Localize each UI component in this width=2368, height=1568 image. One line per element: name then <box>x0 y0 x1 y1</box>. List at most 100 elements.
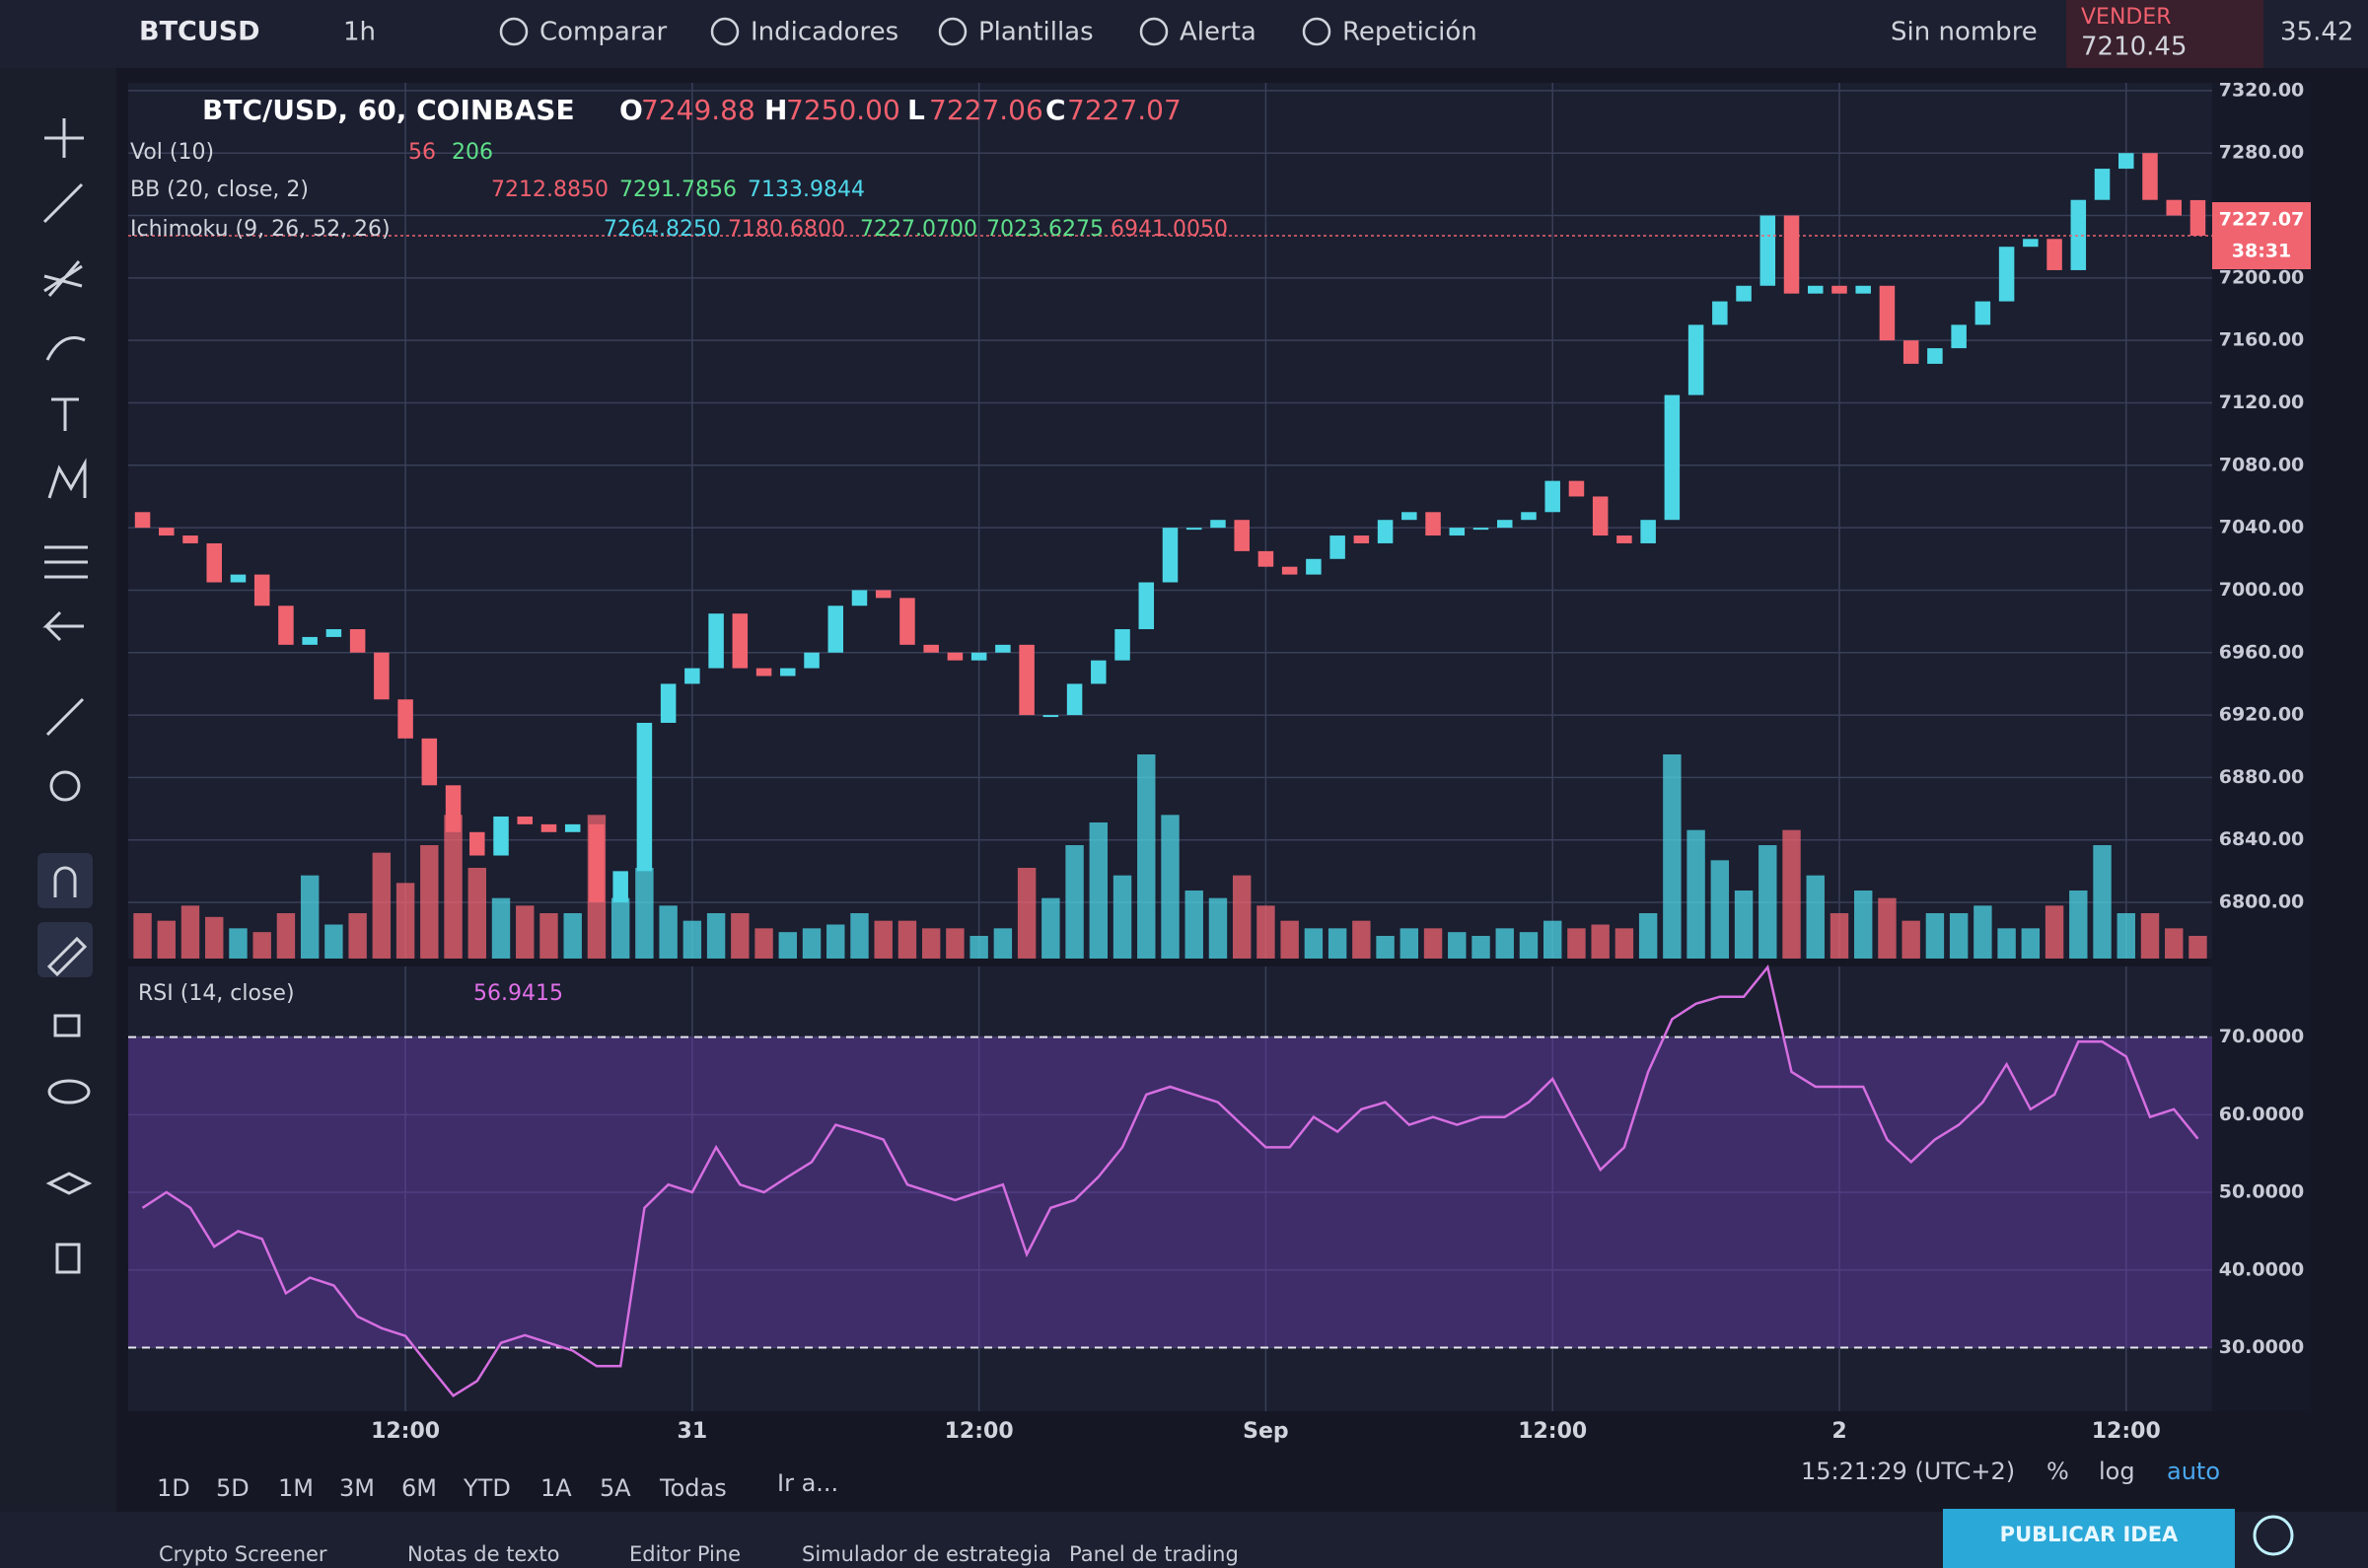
volume-bar <box>348 913 367 959</box>
ohlc-key: L <box>907 94 925 126</box>
panel-tab[interactable]: Simulador de estrategia <box>802 1542 1051 1566</box>
volume-bar <box>372 852 392 959</box>
trash-icon[interactable] <box>55 1243 81 1274</box>
y-tick-label: 7120.00 <box>2219 392 2305 413</box>
toolbar-button[interactable]: Repetición <box>1342 18 1477 47</box>
goto-button[interactable]: Ir a... <box>777 1469 838 1497</box>
range-button[interactable]: 6M <box>401 1474 437 1502</box>
x-tick-label: 31 <box>678 1419 708 1444</box>
layout-name[interactable]: Sin nombre <box>1891 18 2038 47</box>
toolbar-icon <box>1302 17 1331 46</box>
sell-label[interactable]: VENDER <box>2081 5 2172 30</box>
rsi-name[interactable]: RSI (14, close) <box>138 981 295 1006</box>
range-button[interactable]: 5D <box>216 1474 250 1502</box>
symbol[interactable]: BTCUSD <box>139 17 260 47</box>
volume-bar <box>1902 920 1920 959</box>
panel-tab[interactable]: Editor Pine <box>629 1542 741 1566</box>
toolbar-button[interactable]: Indicadores <box>751 18 898 47</box>
volume-bar <box>516 905 535 959</box>
lock-icon[interactable] <box>53 1014 81 1037</box>
range-button[interactable]: 5A <box>600 1474 631 1502</box>
range-button[interactable]: 1A <box>540 1474 572 1502</box>
volume-bar <box>1997 928 2016 959</box>
toolbar-button[interactable]: Alerta <box>1180 18 1256 47</box>
volume-bar <box>1184 891 1203 959</box>
candle-body <box>564 823 581 832</box>
volume-bar <box>2117 913 2135 959</box>
scale-option[interactable]: % <box>2046 1458 2069 1485</box>
volume-bar <box>1495 928 1514 959</box>
range-button[interactable]: 1M <box>278 1474 314 1502</box>
candle-body <box>1257 550 1274 567</box>
candle-body <box>397 699 413 739</box>
sell-price[interactable]: 7210.45 <box>2081 33 2188 62</box>
candle-body <box>1496 520 1513 529</box>
indicator-name[interactable]: Vol (10) <box>130 140 214 165</box>
candle-body <box>1998 247 2015 302</box>
legend-symbol[interactable]: BTC/USD, 60, COINBASE <box>202 94 575 126</box>
panel-tab[interactable]: Notas de texto <box>407 1542 560 1566</box>
candle-body <box>1736 285 1752 302</box>
text-icon[interactable] <box>51 397 79 431</box>
candle-body <box>612 871 628 903</box>
rsi-band <box>128 1036 2212 1348</box>
toolbar-button[interactable]: Plantillas <box>978 18 1094 47</box>
indicator-name[interactable]: Ichimoku (9, 26, 52, 26) <box>130 217 391 242</box>
candle-body <box>1783 215 1800 294</box>
range-button[interactable]: 3M <box>339 1474 375 1502</box>
candle-body <box>1234 520 1250 551</box>
volume-bar <box>850 913 869 959</box>
ruler-icon[interactable] <box>45 697 85 737</box>
volume-bar <box>1567 928 1586 959</box>
candle-body <box>1377 520 1394 543</box>
candle-body <box>1855 285 1871 294</box>
candle-body <box>708 613 724 669</box>
pencil-lock-icon[interactable] <box>46 936 88 977</box>
volume-bar <box>1734 891 1754 959</box>
candle-body <box>1759 215 1776 286</box>
range-button[interactable]: 1D <box>157 1474 190 1502</box>
volume-bar <box>1448 932 1467 959</box>
publish-button[interactable] <box>1943 1509 2235 1568</box>
candle-body <box>1640 520 1656 543</box>
scale-option[interactable]: log <box>2099 1458 2135 1485</box>
range-button[interactable]: YTD <box>463 1474 511 1502</box>
volume-bar <box>635 868 654 959</box>
volume-bar <box>969 936 988 959</box>
brush-icon[interactable] <box>45 336 86 361</box>
ohlc-key: H <box>764 94 787 126</box>
layers-icon[interactable] <box>45 1172 93 1195</box>
candle-body <box>1902 340 1919 364</box>
back-icon[interactable] <box>42 610 84 642</box>
volume-bar <box>1663 754 1682 959</box>
fib-icon[interactable] <box>43 260 83 297</box>
panel-tab[interactable]: Panel de trading <box>1069 1542 1239 1566</box>
candle-body <box>421 738 438 786</box>
magnet-icon[interactable] <box>53 866 77 897</box>
panel-tab[interactable]: Crypto Screener <box>159 1542 327 1566</box>
volume-bar <box>731 913 750 959</box>
indicator-name[interactable]: BB (20, close, 2) <box>130 178 309 202</box>
eye-icon[interactable] <box>47 1079 91 1105</box>
volume-bar <box>1041 897 1060 959</box>
candle-body <box>445 785 462 832</box>
crosshair-icon[interactable] <box>44 118 84 158</box>
publish-label[interactable]: PUBLICAR IDEA <box>2000 1523 2179 1546</box>
volume-bar <box>1878 897 1897 959</box>
range-button[interactable]: Todas <box>659 1474 727 1502</box>
volume-bar <box>1376 936 1395 959</box>
zoom-icon[interactable] <box>49 770 81 802</box>
scale-option[interactable]: auto <box>2167 1458 2220 1485</box>
candle-body <box>2046 239 2062 270</box>
volume-bar <box>395 883 415 959</box>
line-icon[interactable] <box>42 182 84 224</box>
play-icon[interactable] <box>2253 1515 2294 1556</box>
pattern-icon[interactable] <box>47 458 87 499</box>
rsi-pane <box>128 966 2212 1411</box>
volume-bar <box>1925 913 1945 959</box>
toolbar-button[interactable]: Comparar <box>539 18 667 47</box>
measure-icon[interactable] <box>44 545 88 579</box>
interval[interactable]: 1h <box>343 18 376 47</box>
candle-body <box>540 823 557 832</box>
